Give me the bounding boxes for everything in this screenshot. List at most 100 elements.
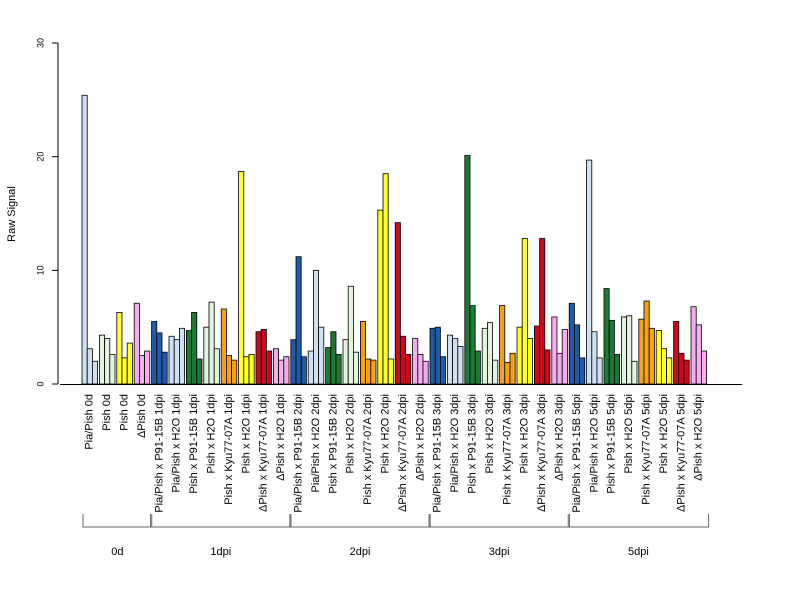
bar [666, 357, 673, 385]
bar [417, 354, 424, 385]
bar [335, 354, 342, 385]
x-tick-label: Pish x Kyu77-07A 1dpi [223, 394, 235, 505]
bar [439, 356, 446, 385]
bar [248, 354, 255, 385]
y-tick-label: 0 [35, 381, 45, 386]
bar [387, 358, 394, 385]
bar [474, 350, 481, 385]
bar [81, 94, 88, 385]
group-bracket [428, 514, 570, 528]
x-tick-label: Pish x H2O 3dpi [519, 394, 531, 473]
bar [509, 352, 516, 385]
bar [429, 327, 436, 385]
x-tick-label: Pia/Pish x H2O 2dpi [310, 394, 322, 492]
bar [608, 319, 615, 385]
bar [643, 300, 650, 385]
bar [225, 355, 232, 385]
group-label: 2dpi [350, 546, 371, 558]
bar [255, 331, 262, 385]
bar [516, 326, 523, 385]
bar [539, 238, 546, 385]
x-tick-label: ΔPish x Kyu77-07A 5dpi [675, 394, 687, 512]
bars [81, 94, 708, 385]
bar [527, 338, 534, 385]
bar [191, 311, 198, 385]
bar [556, 352, 563, 385]
bar [325, 347, 332, 385]
x-tick-label: Pia/Pish x H2O 5dpi [588, 394, 600, 492]
x-tick-label: Pish x Kyu77-07A 2dpi [362, 394, 374, 505]
bar [446, 334, 453, 385]
x-tick-label: ΔPish x H2O 5dpi [693, 394, 705, 481]
bar [208, 301, 215, 385]
x-tick-label: Pish x H2O 1dpi [206, 394, 218, 473]
bar [434, 326, 441, 385]
x-tick-label: ΔPish x Kyu77-07A 1dpi [258, 394, 270, 512]
bar [574, 324, 581, 385]
x-tick-label: Pish x H2O 5dpi [623, 394, 635, 473]
x-tick-label: Pish 0d [101, 394, 113, 431]
bar [481, 327, 488, 385]
bar [213, 348, 220, 385]
bar [109, 354, 116, 385]
group-label: 0d [111, 546, 123, 558]
y-axis-title: Raw Signal [6, 186, 18, 242]
x-tick-label: Pish x P91-15B 5dpi [606, 394, 618, 494]
bar [655, 330, 662, 385]
bar [626, 315, 633, 385]
bar [544, 349, 551, 385]
bar [203, 326, 210, 385]
bar [342, 339, 349, 385]
bar [422, 360, 429, 385]
bar [243, 356, 250, 385]
bar [499, 305, 506, 385]
bar [464, 155, 471, 385]
bar [330, 331, 337, 385]
bar [399, 335, 406, 385]
bar [86, 348, 93, 385]
x-tick-label: Pish x P91-15B 1dpi [188, 394, 200, 494]
x-tick-label: ΔPish x Kyu77-07A 2dpi [397, 394, 409, 512]
y-tick-label: 30 [35, 38, 45, 48]
x-tick-label: Pia/Pish x P91-15B 2dpi [293, 394, 305, 513]
bar [365, 358, 372, 385]
bar [614, 354, 621, 385]
bar [238, 171, 245, 385]
bar [690, 306, 697, 385]
bar [144, 350, 151, 385]
x-tick-label: Pish 0d [119, 394, 131, 431]
bar [377, 209, 384, 385]
x-tick-label: ΔPish x H2O 3dpi [554, 394, 566, 481]
bar [104, 338, 111, 385]
y-tick-label: 10 [35, 265, 45, 275]
bar [156, 332, 163, 385]
bar [231, 359, 238, 385]
group-bracket [150, 514, 292, 528]
bar [551, 316, 558, 385]
bar [99, 334, 106, 385]
bar [318, 326, 325, 385]
bar [486, 322, 493, 385]
bar [278, 359, 285, 385]
group-label: 3dpi [489, 546, 510, 558]
bar [621, 316, 628, 385]
x-tick-label: Pish x P91-15B 2dpi [327, 394, 339, 494]
bar [568, 302, 575, 385]
bar [196, 358, 203, 385]
x-tick-label: Pish x P91-15B 3dpi [467, 394, 479, 494]
bar [283, 356, 290, 385]
bar [307, 350, 314, 385]
bar [300, 356, 307, 385]
bar [534, 325, 541, 385]
bar [265, 350, 272, 385]
bar [138, 355, 145, 385]
bar [412, 338, 419, 385]
bar [591, 331, 598, 385]
x-tick-label: ΔPish x H2O 2dpi [414, 394, 426, 481]
y-tick-label: 20 [35, 152, 45, 162]
bar [492, 359, 499, 385]
bar [161, 351, 168, 385]
group-bracket [567, 514, 710, 528]
category-labels: Pia/Pish 0d Pish 0d Pish 0d ΔPish 0d Pia/Pis… [84, 394, 705, 513]
bar [648, 327, 655, 385]
